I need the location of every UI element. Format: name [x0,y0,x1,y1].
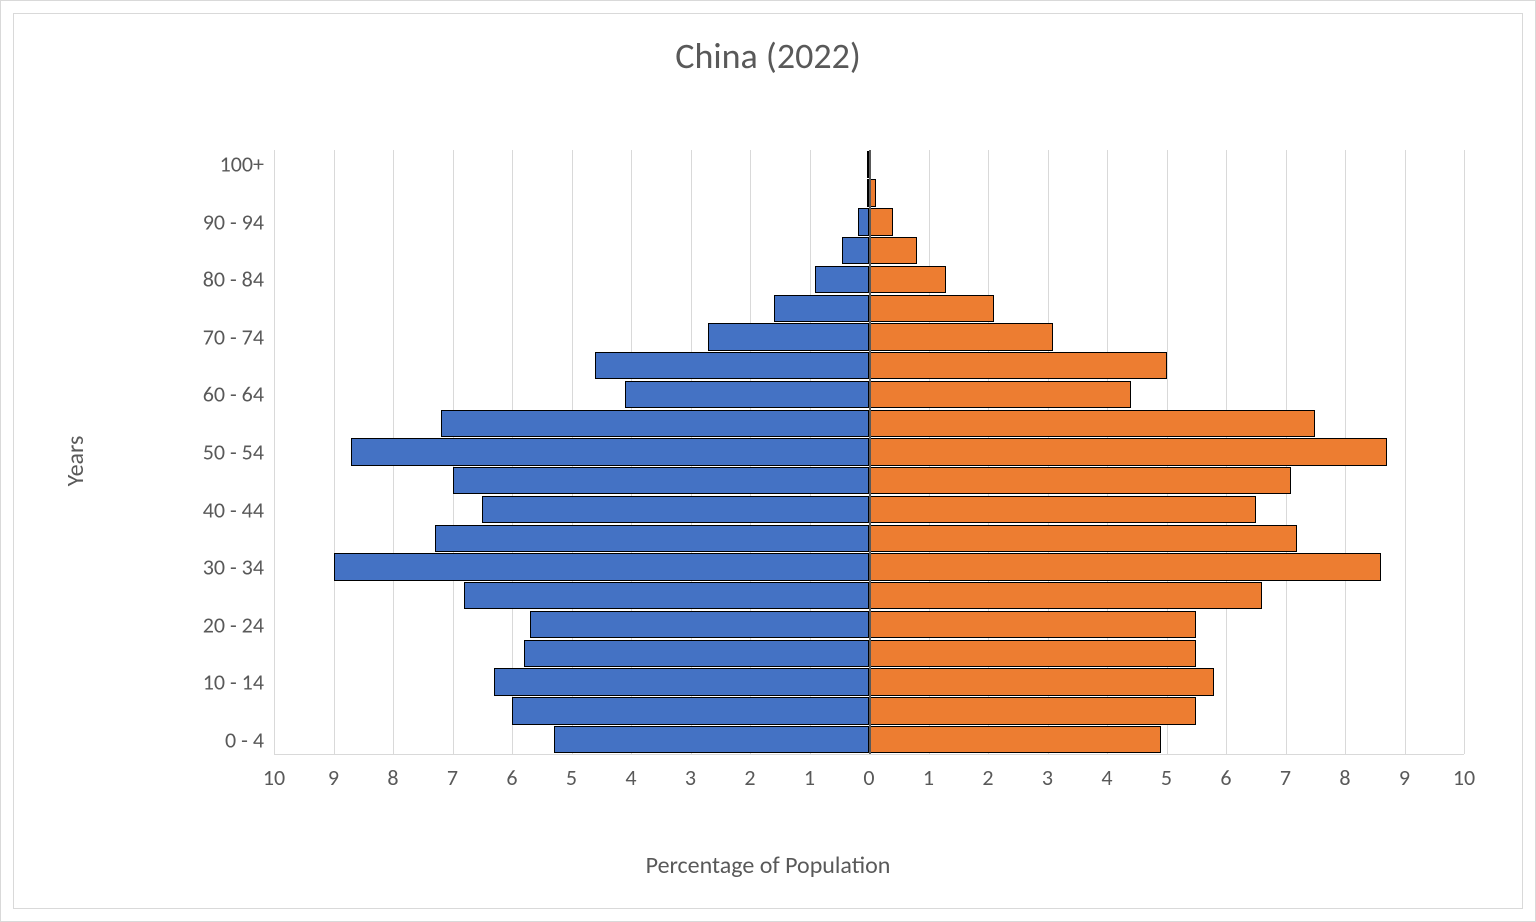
y-tick: 0 - 4 [225,726,264,753]
x-tick: 3 [1042,764,1053,791]
y-tick: 80 - 84 [203,266,264,293]
bar-male [441,410,869,437]
bar-male [512,697,869,724]
bar-female [869,640,1196,667]
bar-male [482,496,869,523]
y-tick: 30 - 34 [203,554,264,581]
bar-female [869,467,1291,494]
y-tick: 50 - 54 [203,439,264,466]
chart-outer-frame: China (2022) Percentage of Population Ye… [0,0,1536,922]
bar-male [774,295,869,322]
bar-female [869,323,1053,350]
bar-male [494,668,869,695]
x-tick: 1 [923,764,934,791]
x-tick: 6 [1220,764,1231,791]
bar-male [530,611,869,638]
bar-male [858,208,869,235]
bar-female [869,582,1262,609]
bar-male [334,553,870,580]
x-tick: 7 [1280,764,1291,791]
bar-female [869,496,1256,523]
bar-male [351,438,869,465]
bar-female [869,208,893,235]
x-tick: 2 [982,764,993,791]
x-tick: 8 [387,764,398,791]
x-tick: 10 [1453,764,1475,791]
bar-female [869,697,1196,724]
x-tick: 8 [1339,764,1350,791]
bar-female [869,553,1381,580]
bar-male [815,266,869,293]
y-tick: 40 - 44 [203,496,264,523]
bar-male [625,381,869,408]
bar-female [869,381,1131,408]
x-axis-ticks: 10987654321012345678910 [274,764,1464,804]
x-tick: 10 [263,764,285,791]
x-tick: 4 [625,764,636,791]
bar-female [869,668,1214,695]
bar-female [869,266,946,293]
x-tick: 4 [1101,764,1112,791]
bar-male [464,582,869,609]
y-axis-ticks: 100+ 90 - 94 80 - 84 70 - 74 60 - 64 50 - 54 4… [14,150,264,754]
bar-female [869,611,1196,638]
plot-area [274,150,1464,755]
x-axis-label: Percentage of Population [14,851,1522,880]
bar-male [453,467,870,494]
bar-male [595,352,869,379]
bar-female [869,410,1315,437]
x-tick: 2 [744,764,755,791]
y-tick: 20 - 24 [203,611,264,638]
chart-title: China (2022) [14,34,1522,78]
y-tick: 90 - 94 [203,208,264,235]
bar-male [435,525,869,552]
gridline [1464,150,1465,754]
bar-female [869,237,917,264]
bar-female [869,438,1387,465]
bar-female [869,295,994,322]
y-tick: 10 - 14 [203,669,264,696]
x-tick: 9 [328,764,339,791]
bar-male [708,323,869,350]
x-tick: 9 [1399,764,1410,791]
x-tick: 5 [566,764,577,791]
bar-male [842,237,869,264]
x-tick: 1 [804,764,815,791]
x-tick: 7 [447,764,458,791]
bar-male [554,726,869,753]
bar-female [869,352,1167,379]
chart-inner-frame: China (2022) Percentage of Population Ye… [13,13,1523,909]
x-tick: 5 [1161,764,1172,791]
x-tick: 3 [685,764,696,791]
bar-female [869,525,1297,552]
y-tick: 60 - 64 [203,381,264,408]
bar-male [524,640,869,667]
x-tick: 6 [506,764,517,791]
y-tick: 100+ [220,151,264,178]
center-axis [869,150,871,754]
y-tick: 70 - 74 [203,323,264,350]
bar-female [869,726,1161,753]
x-tick: 0 [863,764,874,791]
